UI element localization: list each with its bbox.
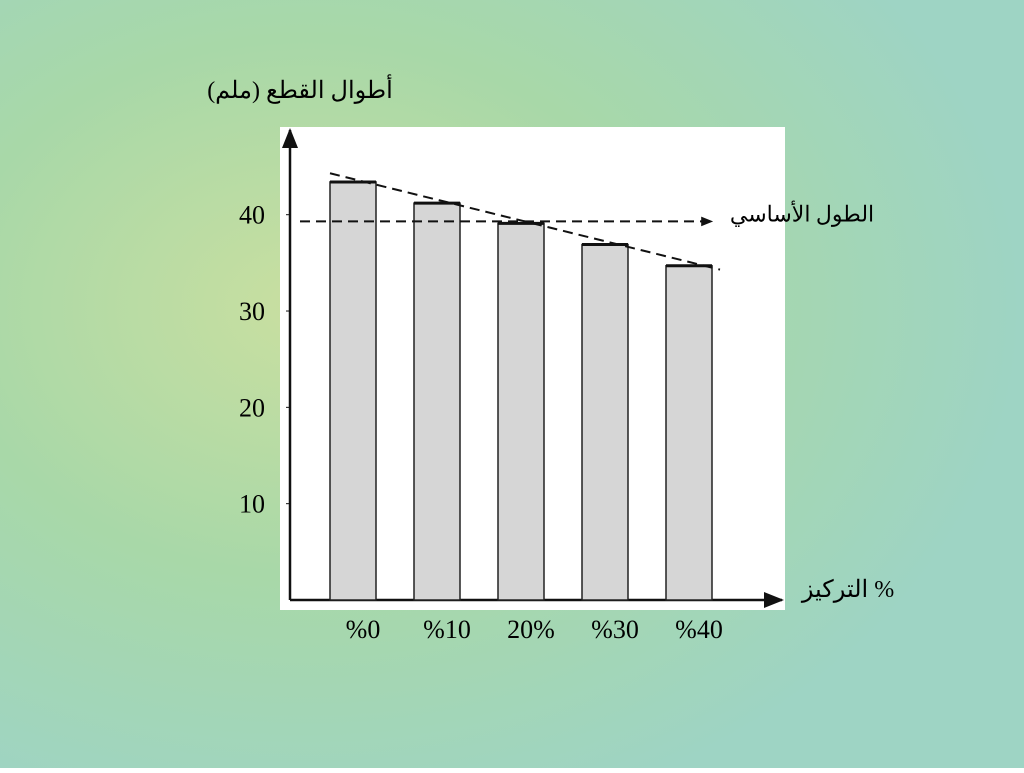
reference-label: الطول الأساسي (730, 199, 874, 227)
x-tick-label: %10 (423, 615, 471, 644)
bar (497, 222, 545, 601)
x-tick-label: %30 (591, 615, 639, 644)
trend-line (329, 172, 721, 271)
x-tick-label: 20% (507, 615, 555, 644)
y-tick-label: 10 (239, 490, 265, 519)
bar (413, 202, 461, 601)
y-tick-label: 20 (239, 393, 265, 422)
y-tick-label: 40 (239, 201, 265, 230)
y-axis-title: أطوال القطع (ملم) (207, 73, 393, 104)
x-tick-label: %0 (346, 615, 381, 644)
bar (581, 243, 629, 601)
x-tick-label: %40 (675, 615, 723, 644)
bar (329, 181, 377, 601)
y-tick-label: 30 (239, 297, 265, 326)
bar (665, 264, 713, 601)
x-axis-title: التركيز % (801, 577, 894, 603)
